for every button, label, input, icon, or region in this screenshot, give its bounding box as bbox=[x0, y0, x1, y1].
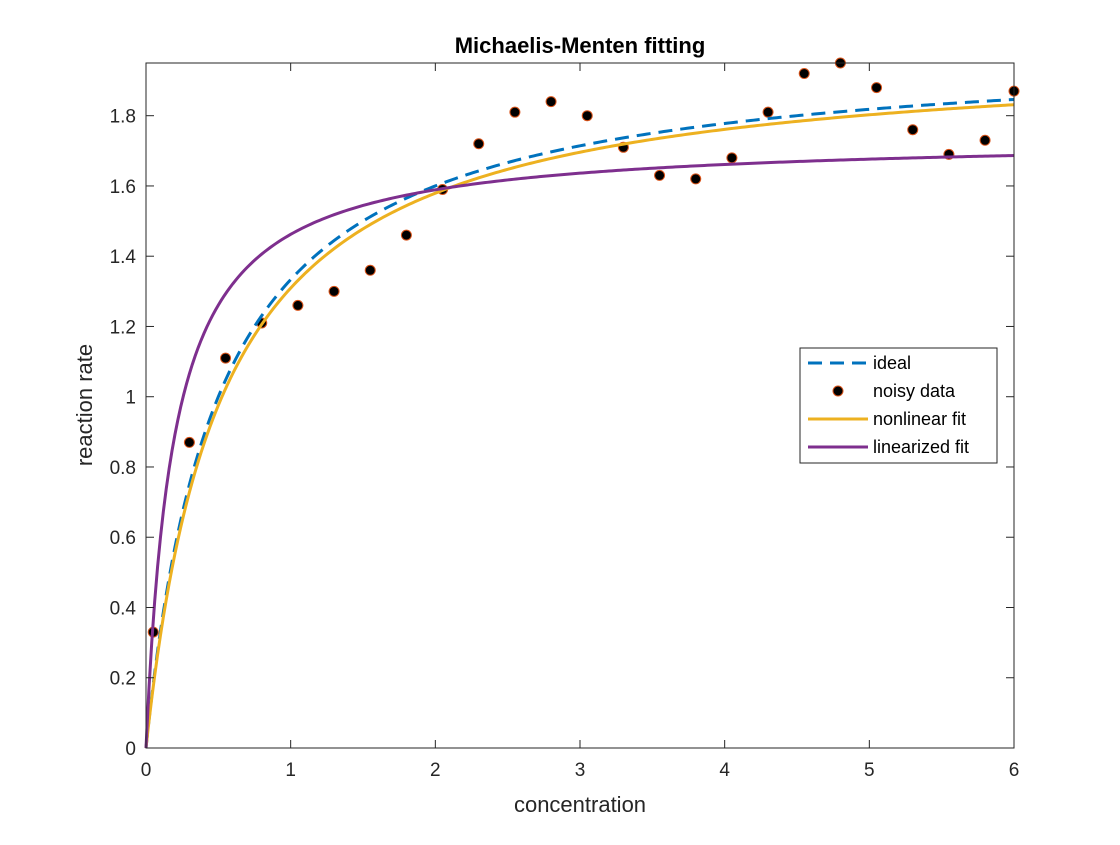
data-point bbox=[726, 152, 738, 164]
y-tick-label: 1.6 bbox=[110, 177, 136, 198]
x-tick-label: 5 bbox=[864, 760, 875, 781]
series-linearized-fit bbox=[144, 154, 1015, 749]
y-axis-label: reaction rate bbox=[72, 344, 97, 466]
y-tick-label: 0 bbox=[125, 739, 136, 760]
data-point bbox=[220, 352, 232, 364]
legend-entry-ideal: ideal bbox=[808, 353, 911, 373]
data-point bbox=[907, 124, 919, 136]
data-point bbox=[690, 173, 702, 185]
data-point bbox=[798, 68, 810, 80]
legend-entry-linearized-fit: linearized fit bbox=[808, 437, 969, 457]
legend: ideal noisy data nonlinear fit linearized f… bbox=[799, 347, 998, 464]
data-point bbox=[473, 138, 485, 150]
y-tick-label: 0.8 bbox=[110, 458, 136, 479]
series-noisy-data bbox=[147, 57, 1020, 638]
x-tick-label: 1 bbox=[285, 760, 296, 781]
series-layer bbox=[144, 57, 1020, 749]
data-point bbox=[762, 106, 774, 118]
y-tick-label: 0.2 bbox=[110, 669, 136, 690]
data-point bbox=[979, 134, 991, 146]
chart-title: Michaelis-Menten fitting bbox=[455, 33, 706, 58]
legend-box bbox=[799, 347, 998, 464]
y-tick-label: 1 bbox=[125, 388, 136, 409]
x-axis-label: concentration bbox=[514, 792, 646, 817]
legend-entries: ideal noisy data nonlinear fit linearized f… bbox=[808, 353, 969, 457]
data-point bbox=[364, 264, 376, 276]
x-tick-label: 0 bbox=[141, 760, 152, 781]
data-point bbox=[183, 436, 195, 448]
x-tick-label: 3 bbox=[575, 760, 586, 781]
y-tick-label: 0.4 bbox=[110, 598, 137, 619]
data-point bbox=[581, 110, 593, 122]
series-ideal bbox=[144, 97, 1015, 749]
data-point bbox=[871, 82, 883, 94]
y-tick-label: 0.6 bbox=[110, 528, 136, 549]
legend-entry-noisy-data: noisy data bbox=[832, 381, 956, 401]
x-tick-label: 6 bbox=[1009, 760, 1020, 781]
y-tick-label: 1.2 bbox=[110, 317, 136, 338]
legend-label: noisy data bbox=[873, 381, 956, 401]
data-point bbox=[400, 229, 412, 241]
y-axis: 0 0.2 0.4 0.6 0.8 1 1.2 1.4 1.6 1.8 bbox=[110, 107, 1014, 760]
legend-swatch bbox=[832, 385, 844, 397]
data-point bbox=[654, 169, 666, 181]
series-nonlinear-fit bbox=[144, 103, 1015, 749]
x-axis: 0 1 2 3 4 5 6 bbox=[141, 63, 1020, 781]
legend-entry-nonlinear-fit: nonlinear fit bbox=[808, 409, 966, 429]
data-point bbox=[509, 106, 521, 118]
legend-label: nonlinear fit bbox=[873, 409, 966, 429]
data-point bbox=[328, 285, 340, 297]
legend-label: linearized fit bbox=[873, 437, 969, 457]
y-tick-label: 1.4 bbox=[110, 247, 137, 268]
legend-label: ideal bbox=[873, 353, 911, 373]
data-point bbox=[292, 299, 304, 311]
x-tick-label: 4 bbox=[719, 760, 730, 781]
data-point bbox=[545, 96, 557, 108]
x-tick-label: 2 bbox=[430, 760, 441, 781]
y-tick-label: 1.8 bbox=[110, 107, 136, 128]
